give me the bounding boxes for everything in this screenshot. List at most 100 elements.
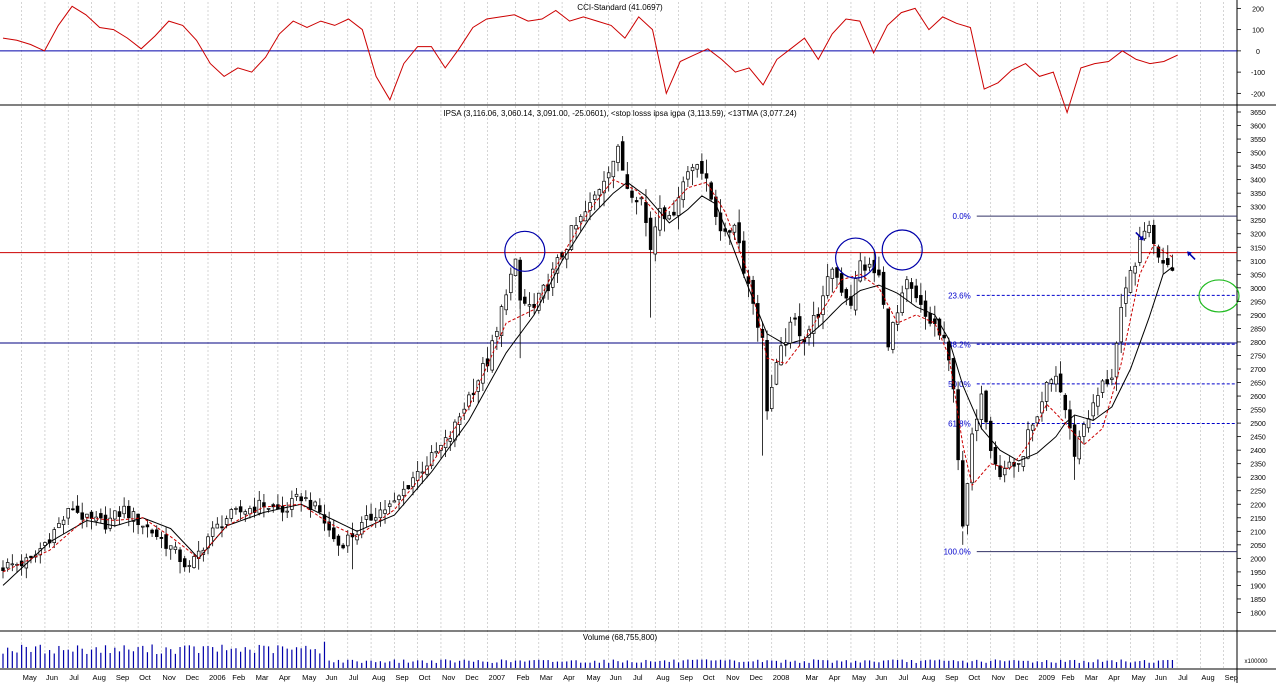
candle-body xyxy=(420,471,425,474)
volume-bar xyxy=(165,647,167,668)
volume-bar xyxy=(431,660,433,668)
candle-body xyxy=(737,222,741,244)
volume-bar xyxy=(1069,660,1071,668)
volume-bar xyxy=(412,661,414,668)
volume-bar xyxy=(1050,662,1052,668)
volume-bar xyxy=(636,662,638,668)
candle-body xyxy=(178,549,182,562)
candle-body xyxy=(280,505,285,513)
price-tick-label: 3350 xyxy=(1250,191,1266,198)
candle-body xyxy=(1030,424,1035,431)
price-tick-label: 3000 xyxy=(1250,286,1266,293)
fib-level-label: 0.0% xyxy=(953,212,971,221)
volume-bar xyxy=(584,662,586,668)
volume-bar xyxy=(300,648,302,668)
candle-body xyxy=(453,421,457,441)
volume-bar xyxy=(761,662,764,668)
volume-bar xyxy=(472,661,475,668)
volume-bar xyxy=(938,659,941,668)
volume-bar xyxy=(622,662,624,668)
volume-bar xyxy=(132,651,135,668)
x-tick-label: Sep xyxy=(1225,673,1238,682)
volume-bar xyxy=(855,660,857,668)
x-tick-label: Dec xyxy=(186,673,200,682)
volume-bar xyxy=(1018,660,1020,668)
candle-body xyxy=(66,508,70,519)
volume-bar xyxy=(505,660,507,668)
candle-body xyxy=(979,393,984,420)
price-tick-label: 2150 xyxy=(1250,516,1266,523)
volume-bar xyxy=(184,645,186,668)
volume-bar xyxy=(295,647,298,668)
volume-bar xyxy=(370,660,372,668)
volume-bar xyxy=(1078,662,1080,668)
candle-body xyxy=(653,226,658,255)
volume-bar xyxy=(617,661,619,668)
candle-body xyxy=(933,318,937,324)
price-tick-label: 2650 xyxy=(1250,381,1266,388)
x-tick-label: Mar xyxy=(540,673,553,682)
volume-bar xyxy=(659,660,661,668)
candle-body xyxy=(811,314,816,334)
candle-body xyxy=(29,555,33,559)
volume-bar xyxy=(1027,660,1029,668)
candle-body xyxy=(304,497,308,499)
candle-body xyxy=(499,306,504,336)
volume-bar xyxy=(1162,660,1164,668)
volume-bar xyxy=(645,659,647,668)
volume-bar xyxy=(552,661,554,668)
volume-bar xyxy=(528,660,531,668)
x-tick-label: 2008 xyxy=(773,673,790,682)
candle-body xyxy=(108,517,112,529)
volume-bar xyxy=(333,662,335,668)
volume-bar xyxy=(379,661,381,668)
volume-bar xyxy=(389,661,391,668)
candle-body xyxy=(769,386,774,409)
candle-body xyxy=(1119,307,1123,343)
fib-level-label: 100.0% xyxy=(944,548,971,557)
x-tick-label: Apr xyxy=(1108,673,1120,682)
volume-bar xyxy=(30,651,32,668)
volume-bar xyxy=(384,662,386,668)
highlight-circle xyxy=(504,230,546,272)
volume-bar xyxy=(892,659,894,668)
volume-bar xyxy=(682,660,684,668)
candle-body xyxy=(1040,401,1044,414)
candle-body xyxy=(895,312,900,325)
volume-bar xyxy=(104,645,107,668)
candle-body xyxy=(80,512,84,520)
volume-bar xyxy=(1139,661,1141,668)
candle-body xyxy=(5,562,10,569)
volume-bar xyxy=(915,662,917,668)
candle-body xyxy=(858,260,863,282)
x-tick-label: Jul xyxy=(69,673,79,682)
volume-bar xyxy=(999,660,1001,668)
price-tick-label: 2300 xyxy=(1250,475,1266,482)
candle-body xyxy=(988,420,993,451)
candle-body xyxy=(234,508,238,510)
volume-bar xyxy=(775,660,778,668)
volume-bar xyxy=(878,662,880,668)
volume-bar xyxy=(1083,660,1085,668)
volume-bar xyxy=(216,651,218,668)
candle-body xyxy=(886,308,890,348)
volume-bar xyxy=(347,659,349,668)
volume-bar xyxy=(272,653,274,668)
x-tick-label: Jun xyxy=(875,673,887,682)
candle-body xyxy=(1105,379,1109,385)
candle-body xyxy=(378,509,383,519)
candle-body xyxy=(555,257,560,274)
price-tick-label: 2400 xyxy=(1250,448,1266,455)
candle-body xyxy=(299,496,303,502)
volume-bar xyxy=(240,651,242,668)
volume-bar xyxy=(170,649,172,668)
volume-bar xyxy=(458,660,461,668)
volume-bar xyxy=(663,660,666,668)
volume-bar xyxy=(822,660,824,668)
volume-bar xyxy=(230,648,232,668)
candle-body xyxy=(294,493,299,497)
volume-bar xyxy=(747,661,750,668)
volume-bar xyxy=(491,662,493,668)
candle-body xyxy=(285,510,289,513)
